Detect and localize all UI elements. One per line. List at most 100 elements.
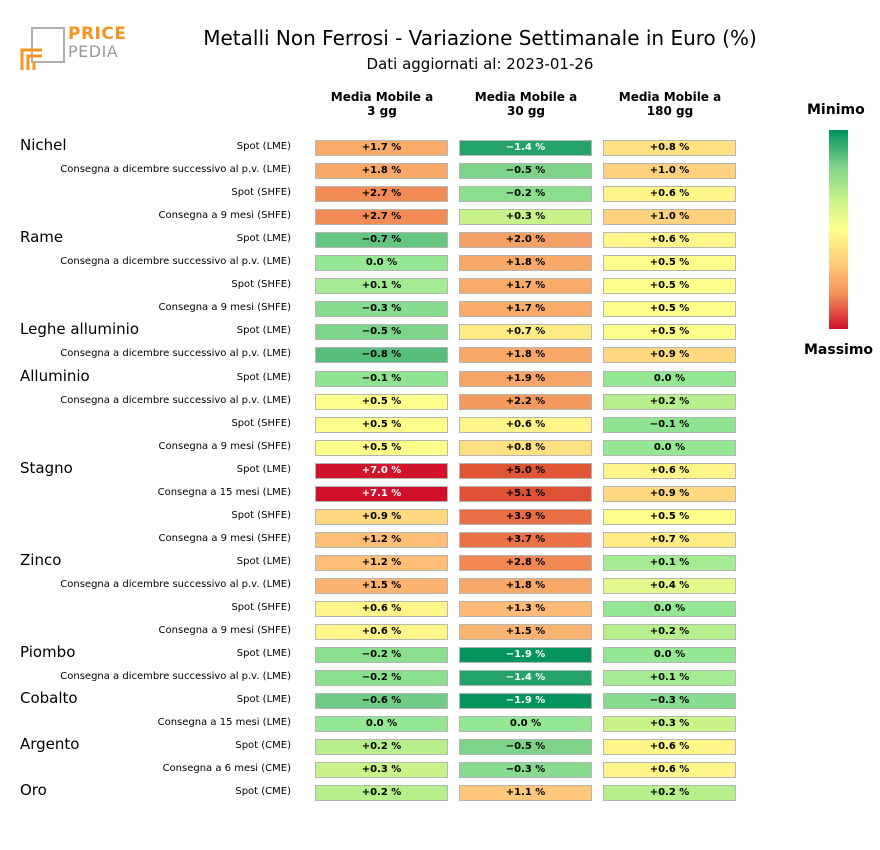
heatmap-cell: −0.7 % [315, 232, 448, 249]
row-label: Spot (SHFE) [231, 602, 291, 613]
heatmap-cell: +0.9 % [603, 347, 736, 364]
row-label: Consegna a dicembre successivo al p.v. (… [60, 348, 291, 360]
row-label: Spot (LME) [236, 371, 291, 383]
heatmap-cell: +0.2 % [315, 739, 448, 756]
heatmap-cell: +0.5 % [603, 324, 736, 341]
heatmap-cell: +0.5 % [315, 416, 448, 433]
column-header: Media Mobile a 180 gg [618, 90, 722, 118]
row-label: Consegna a dicembre successivo al p.v. (… [60, 164, 291, 176]
heatmap-cell: +0.2 % [603, 785, 736, 802]
heatmap-cell: +0.8 % [459, 439, 592, 456]
heatmap-cell: +1.5 % [459, 624, 592, 641]
heatmap-cell: +0.5 % [603, 255, 736, 272]
pricepedia-logo: PRICE PEDIA [20, 24, 130, 74]
row-label: Consegna a 15 mesi (LME) [157, 486, 291, 498]
heatmap-cell: −1.9 % [459, 647, 592, 664]
row-label: Spot (LME) [236, 233, 291, 245]
row-label: Consegna a 6 mesi (CME) [162, 763, 291, 775]
heatmap-cell: +0.3 % [315, 762, 448, 779]
heatmap-cell: +0.3 % [603, 716, 736, 733]
heatmap-cell: −0.2 % [459, 186, 592, 203]
heatmap-cell: −0.3 % [603, 693, 736, 710]
heatmap-cell: +0.2 % [603, 624, 736, 641]
heatmap-cell: +0.5 % [603, 278, 736, 295]
metal-label: Alluminio [20, 366, 90, 385]
heatmap-cell: +1.9 % [459, 370, 592, 387]
heatmap-cell: +2.2 % [459, 393, 592, 410]
row-label: Consegna a 9 mesi (SHFE) [158, 440, 291, 452]
heatmap-cell: +1.0 % [603, 209, 736, 226]
heatmap-cell: +2.8 % [459, 554, 592, 571]
heatmap-cell: −1.9 % [459, 693, 592, 710]
heatmap-cell: +0.2 % [315, 785, 448, 802]
heatmap-cell: +0.8 % [603, 140, 736, 156]
heatmap-cell: 0.0 % [603, 370, 736, 387]
heatmap-cell: 0.0 % [603, 601, 736, 617]
heatmap-cell: +1.8 % [459, 577, 592, 594]
metal-label: Piombo [20, 643, 76, 662]
row-label: Spot (SHFE) [231, 417, 291, 429]
row-label: Consegna a dicembre successivo al p.v. (… [60, 671, 291, 683]
heatmap-cell: +1.7 % [315, 140, 448, 156]
heatmap-cell: +0.2 % [603, 393, 736, 410]
row-label: Spot (SHFE) [231, 187, 291, 199]
row-label: Consegna a dicembre successivo al p.v. (… [60, 394, 291, 406]
metal-label: Zinco [20, 550, 62, 569]
heatmap-cell: +0.6 % [315, 601, 448, 617]
heatmap-cell: −0.1 % [603, 416, 736, 433]
heatmap-cell: −0.2 % [315, 647, 448, 664]
heatmap-cell: +1.2 % [315, 531, 448, 548]
row-label: Spot (LME) [236, 648, 291, 660]
row-label: Consegna a 9 mesi (SHFE) [158, 625, 291, 637]
heatmap-cell: −1.4 % [459, 140, 592, 156]
heatmap-cell: +2.7 % [315, 209, 448, 226]
heatmap-cell: +0.5 % [315, 439, 448, 456]
heatmap-cell: +5.0 % [459, 462, 592, 479]
heatmap-cell: +0.3 % [459, 209, 592, 226]
heatmap-cell: +1.5 % [315, 577, 448, 594]
row-label: Spot (LME) [236, 141, 291, 152]
heatmap-cell: +5.1 % [459, 485, 592, 502]
heatmap-cell: +0.6 % [603, 762, 736, 779]
heatmap-cell: +2.7 % [315, 186, 448, 203]
heatmap-cell: +1.0 % [603, 163, 736, 180]
heatmap-cell: +0.6 % [603, 462, 736, 479]
heatmap-cell: +1.7 % [459, 301, 592, 318]
heatmap-cell: +0.6 % [603, 739, 736, 756]
heatmap-cell: +1.8 % [459, 347, 592, 364]
row-label: Spot (SHFE) [231, 279, 291, 291]
heatmap-cell: −0.6 % [315, 693, 448, 710]
heatmap-cell: +0.6 % [315, 624, 448, 641]
heatmap-cell: +1.3 % [459, 601, 592, 617]
color-scale-bar [829, 130, 848, 329]
heatmap-cell: +0.5 % [603, 301, 736, 318]
row-label: Consegna a dicembre successivo al p.v. (… [60, 578, 291, 590]
heatmap-cell: +0.6 % [459, 416, 592, 433]
logo-mark-icon [20, 27, 65, 70]
row-label: Spot (LME) [236, 325, 291, 337]
heatmap-cell: 0.0 % [459, 716, 592, 733]
row-label: Spot (LME) [236, 463, 291, 475]
logo-text-price: PRICE [68, 24, 127, 44]
heatmap-cell: +1.1 % [459, 785, 592, 802]
heatmap-cell: +0.7 % [459, 324, 592, 341]
heatmap-cell: +3.9 % [459, 508, 592, 525]
heatmap-cell: +0.5 % [603, 508, 736, 525]
heatmap-cell: +0.9 % [603, 485, 736, 502]
logo-text-pedia: PEDIA [68, 42, 119, 61]
heatmap-cell: +0.1 % [603, 554, 736, 571]
row-label: Consegna a dicembre successivo al p.v. (… [60, 256, 291, 268]
heatmap-cell: 0.0 % [315, 716, 448, 733]
row-label: Consegna a 15 mesi (LME) [157, 717, 291, 729]
metal-label: Nichel [20, 136, 67, 154]
heatmap-cell: +0.1 % [315, 278, 448, 295]
heatmap-cell: +0.1 % [603, 670, 736, 687]
heatmap-cell: +1.7 % [459, 278, 592, 295]
row-label: Consegna a 9 mesi (SHFE) [158, 532, 291, 544]
heatmap-cell: +0.6 % [603, 186, 736, 203]
metal-label: Oro [20, 781, 47, 800]
heatmap-cell: +0.6 % [603, 232, 736, 249]
row-label: Spot (SHFE) [231, 509, 291, 521]
heatmap-cell: −1.4 % [459, 670, 592, 687]
column-header: Media Mobile a 3 gg [330, 90, 434, 118]
